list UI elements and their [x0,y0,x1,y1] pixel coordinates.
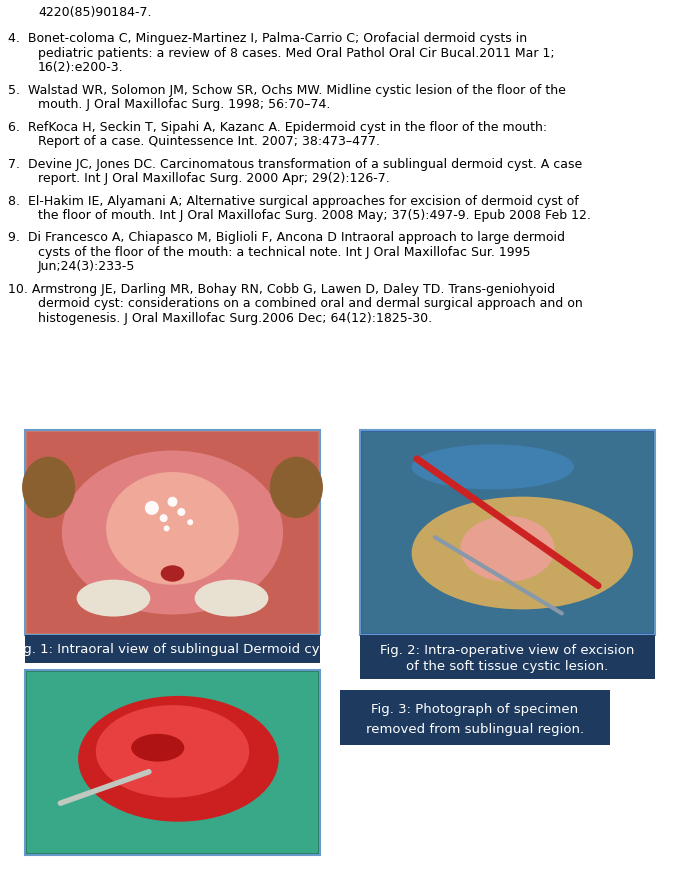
Ellipse shape [131,734,184,762]
Circle shape [145,501,159,515]
Ellipse shape [412,444,574,489]
Text: Fig. 2: Intra-operative view of excision: Fig. 2: Intra-operative view of excision [380,644,634,657]
Bar [27,672,318,853]
Text: Fig. 3: Photograph of specimen: Fig. 3: Photograph of specimen [371,703,578,716]
Bar [25,635,320,663]
Bar [362,432,653,633]
Ellipse shape [22,457,75,518]
Text: mouth. J Oral Maxillofac Surg. 1998; 56:70–74.: mouth. J Oral Maxillofac Surg. 1998; 56:… [38,98,330,112]
Ellipse shape [460,516,555,581]
Text: Jun;24(3):233-5: Jun;24(3):233-5 [38,260,136,273]
Text: the floor of mouth. Int J Oral Maxillofac Surg. 2008 May; 37(5):497-9. Epub 2008: the floor of mouth. Int J Oral Maxillofa… [38,209,591,222]
Text: histogenesis. J Oral Maxillofac Surg.2006 Dec; 64(12):1825-30.: histogenesis. J Oral Maxillofac Surg.200… [38,312,432,325]
Ellipse shape [161,566,184,581]
Text: Report of a case. Quintessence Int. 2007; 38:473–477.: Report of a case. Quintessence Int. 2007… [38,135,380,148]
Text: 7.  Devine JC, Jones DC. Carcinomatous transformation of a sublingual dermoid cy: 7. Devine JC, Jones DC. Carcinomatous tr… [8,158,583,171]
Text: report. Int J Oral Maxillofac Surg. 2000 Apr; 29(2):126-7.: report. Int J Oral Maxillofac Surg. 2000… [38,172,389,185]
Ellipse shape [78,696,279,821]
Text: 4.  Bonet-coloma C, Minguez-Martinez I, Palma-Carrio C; Orofacial dermoid cysts : 4. Bonet-coloma C, Minguez-Martinez I, P… [8,32,527,45]
Text: 8.  El-Hakim IE, Alyamani A; Alternative surgical approaches for excision of der: 8. El-Hakim IE, Alyamani A; Alternative … [8,195,578,207]
Text: 10. Armstrong JE, Darling MR, Bohay RN, Cobb G, Lawen D, Daley TD. Trans-geniohy: 10. Armstrong JE, Darling MR, Bohay RN, … [8,283,555,296]
Text: of the soft tissue cystic lesion.: of the soft tissue cystic lesion. [406,660,609,673]
Bar [360,430,655,635]
Text: 6.  RefKoca H, Seckin T, Sipahi A, Kazanc A. Epidermoid cyst in the floor of the: 6. RefKoca H, Seckin T, Sipahi A, Kazanc… [8,120,547,134]
Ellipse shape [106,472,239,585]
Ellipse shape [270,457,323,518]
Text: cysts of the floor of the mouth: a technical note. Int J Oral Maxillofac Sur. 19: cysts of the floor of the mouth: a techn… [38,246,531,259]
Circle shape [167,496,178,507]
Bar [25,430,320,635]
Text: 5.  Walstad WR, Solomon JM, Schow SR, Ochs MW. Midline cystic lesion of the floo: 5. Walstad WR, Solomon JM, Schow SR, Och… [8,83,566,96]
Ellipse shape [412,496,633,610]
Text: 16(2):e200-3.: 16(2):e200-3. [38,61,124,74]
Text: 4220(85)90184-7.: 4220(85)90184-7. [38,6,151,19]
Ellipse shape [194,580,269,617]
Text: pediatric patients: a review of 8 cases. Med Oral Pathol Oral Cir Bucal.2011 Mar: pediatric patients: a review of 8 cases.… [38,47,555,59]
Text: 9.  Di Francesco A, Chiapasco M, Biglioli F, Ancona D Intraoral approach to larg: 9. Di Francesco A, Chiapasco M, Biglioli… [8,232,565,244]
Bar [340,690,610,745]
Bar [362,432,653,633]
Ellipse shape [62,450,283,614]
Text: Fig. 1: Intraoral view of sublingual Dermoid cyst: Fig. 1: Intraoral view of sublingual Der… [13,643,332,656]
Text: dermoid cyst: considerations on a combined oral and dermal surgical approach and: dermoid cyst: considerations on a combin… [38,297,583,311]
Bar [27,672,318,853]
Circle shape [160,514,167,522]
Circle shape [178,508,186,516]
Bar [360,635,655,679]
Ellipse shape [77,580,151,617]
Bar [25,670,320,855]
Text: removed from sublingual region.: removed from sublingual region. [366,723,584,736]
Bar [27,432,318,633]
Circle shape [163,526,169,531]
Circle shape [187,519,193,526]
Ellipse shape [96,705,249,797]
